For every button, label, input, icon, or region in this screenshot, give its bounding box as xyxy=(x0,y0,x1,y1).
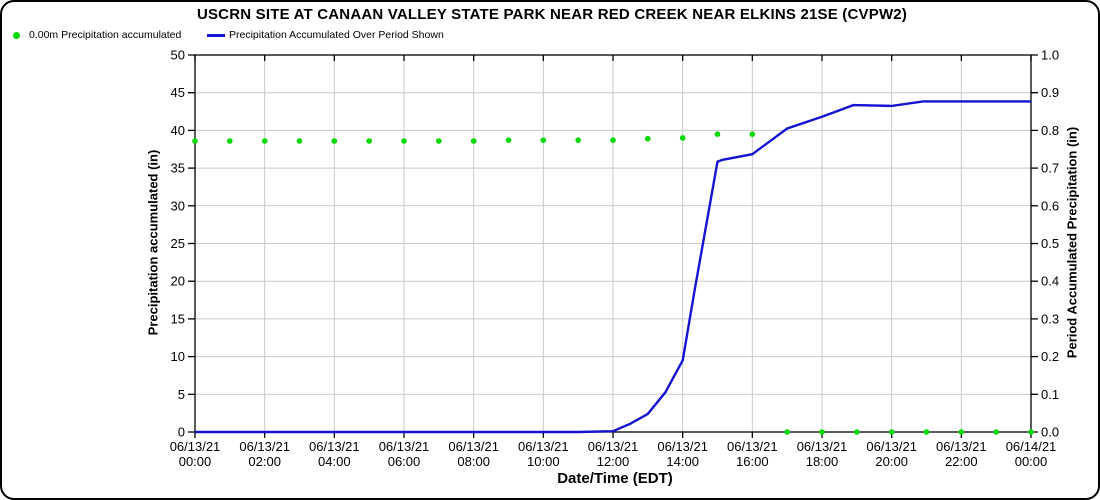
svg-text:00:00: 00:00 xyxy=(179,454,212,469)
svg-text:0.4: 0.4 xyxy=(1041,274,1059,289)
svg-text:35: 35 xyxy=(171,161,185,176)
svg-text:06/13/21: 06/13/21 xyxy=(727,439,778,454)
svg-text:20: 20 xyxy=(171,274,185,289)
chart-title: USCRN SITE AT CANAAN VALLEY STATE PARK N… xyxy=(196,6,908,23)
svg-text:06/13/21: 06/13/21 xyxy=(518,439,569,454)
svg-text:06/13/21: 06/13/21 xyxy=(239,439,290,454)
svg-text:06/13/21: 06/13/21 xyxy=(866,439,917,454)
svg-text:20:00: 20:00 xyxy=(875,454,908,469)
svg-text:0.2: 0.2 xyxy=(1041,349,1059,364)
svg-text:06/13/21: 06/13/21 xyxy=(588,439,639,454)
svg-text:0.8: 0.8 xyxy=(1041,123,1059,138)
svg-text:02:00: 02:00 xyxy=(248,454,281,469)
svg-text:06:00: 06:00 xyxy=(388,454,421,469)
svg-text:50: 50 xyxy=(171,48,185,63)
svg-text:0.1: 0.1 xyxy=(1041,387,1059,402)
svg-text:30: 30 xyxy=(171,198,185,213)
svg-text:0.6: 0.6 xyxy=(1041,198,1059,213)
svg-text:04:00: 04:00 xyxy=(318,454,351,469)
svg-text:06/13/21: 06/13/21 xyxy=(309,439,360,454)
svg-text:0.7: 0.7 xyxy=(1041,161,1059,176)
svg-text:45: 45 xyxy=(171,85,185,100)
svg-text:06/13/21: 06/13/21 xyxy=(657,439,708,454)
svg-text:06/13/21: 06/13/21 xyxy=(936,439,987,454)
svg-text:5: 5 xyxy=(178,387,185,402)
legend-label-accumulated: 0.00m Precipitation accumulated xyxy=(29,29,182,41)
svg-text:06/14/21: 06/14/21 xyxy=(1006,439,1057,454)
svg-text:22:00: 22:00 xyxy=(945,454,978,469)
x-axis-title: Date/Time (EDT) xyxy=(557,470,673,487)
svg-text:1.0: 1.0 xyxy=(1041,48,1059,63)
svg-text:14:00: 14:00 xyxy=(666,454,699,469)
legend-dot-icon xyxy=(13,32,20,39)
svg-text:00:00: 00:00 xyxy=(1015,454,1048,469)
svg-text:10:00: 10:00 xyxy=(527,454,560,469)
svg-text:0.5: 0.5 xyxy=(1041,236,1059,251)
svg-text:0.9: 0.9 xyxy=(1041,85,1059,100)
svg-text:0.0: 0.0 xyxy=(1041,425,1059,440)
svg-text:18:00: 18:00 xyxy=(806,454,839,469)
legend-label-period: Precipitation Accumulated Over Period Sh… xyxy=(229,29,444,41)
svg-text:16:00: 16:00 xyxy=(736,454,769,469)
svg-text:10: 10 xyxy=(171,349,185,364)
svg-text:0: 0 xyxy=(178,425,185,440)
svg-text:12:00: 12:00 xyxy=(597,454,630,469)
svg-text:40: 40 xyxy=(171,123,185,138)
svg-text:0.3: 0.3 xyxy=(1041,311,1059,326)
svg-text:06/13/21: 06/13/21 xyxy=(379,439,430,454)
svg-text:15: 15 xyxy=(171,311,185,326)
svg-text:06/13/21: 06/13/21 xyxy=(448,439,499,454)
svg-text:06/13/21: 06/13/21 xyxy=(170,439,221,454)
svg-text:25: 25 xyxy=(171,236,185,251)
svg-text:08:00: 08:00 xyxy=(457,454,490,469)
legend-line-icon xyxy=(207,34,225,37)
svg-text:06/13/21: 06/13/21 xyxy=(797,439,848,454)
